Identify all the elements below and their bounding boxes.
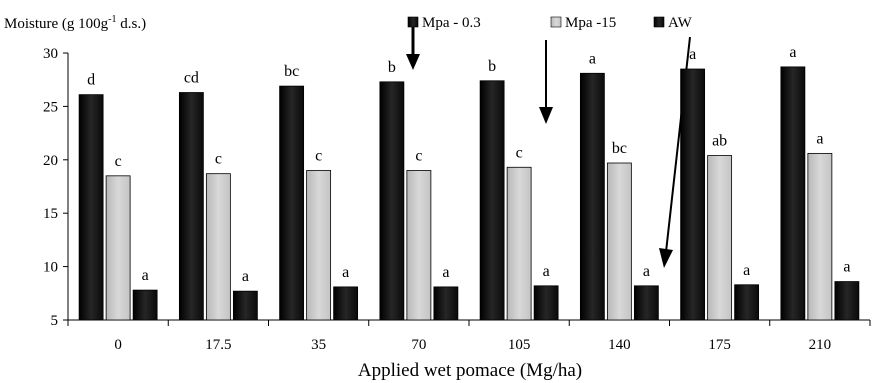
legend-label-mpa-15: Mpa -15: [565, 15, 616, 31]
y-tick-label: 20: [43, 153, 58, 169]
bar-aw-70: [433, 286, 459, 321]
bar-letter-label: cd: [184, 70, 199, 87]
bar-letter-label: a: [789, 44, 796, 61]
x-tick-label: 105: [508, 337, 531, 353]
x-tick-label: 175: [708, 337, 731, 353]
bar-mpa-0.3-35: [279, 85, 305, 321]
y-tick-label: 30: [43, 46, 58, 62]
bar-mpa-0.3-70: [379, 81, 405, 321]
bar-letter-label: c: [315, 147, 322, 164]
y-axis-title: Moisture (g 100g-1 d.s.): [4, 14, 146, 32]
x-tick-label: 210: [809, 337, 832, 353]
bar-letter-label: a: [843, 259, 850, 276]
bar-mpa-15-0: [105, 175, 131, 321]
x-tick-label: 140: [608, 337, 631, 353]
bar-letter-label: b: [388, 59, 396, 76]
bar-letter-label: a: [689, 46, 696, 63]
arrow-mpa-15: [539, 40, 553, 124]
plot-area: 51015202530dca0cdca17.5bcca35bca70bca105…: [43, 44, 871, 353]
legend-label-aw: AW: [668, 15, 693, 31]
bar-mpa-0.3-17.5: [178, 92, 204, 321]
bar-letter-label: a: [816, 130, 823, 147]
legend-arrows: [406, 27, 691, 268]
bar-letter-label: a: [589, 50, 596, 67]
bar-letter-label: a: [543, 263, 550, 280]
bar-letter-label: c: [415, 147, 422, 164]
bar-mpa-0.3-105: [479, 80, 505, 321]
legend-swatch-mpa-15: [550, 16, 562, 28]
arrow-mpa-0.3: [406, 27, 420, 70]
bar-aw-0: [132, 289, 158, 321]
bar-letter-label: c: [215, 151, 222, 168]
bar-letter-label: a: [142, 267, 149, 284]
bar-aw-105: [533, 285, 559, 321]
x-tick-label: 70: [411, 337, 426, 353]
bar-mpa-15-17.5: [205, 173, 231, 321]
legend-label-mpa-0.3: Mpa - 0.3: [422, 15, 481, 31]
bar-letter-label: bc: [284, 63, 299, 80]
bar-letter-label: bc: [612, 140, 627, 157]
bar-mpa-0.3-175: [680, 68, 706, 321]
bar-aw-35: [333, 286, 359, 321]
bar-letter-label: d: [87, 72, 95, 89]
bar-mpa-15-210: [807, 152, 833, 321]
bar-letter-label: a: [743, 262, 750, 279]
y-tick-label: 15: [43, 206, 58, 222]
bar-aw-210: [834, 281, 860, 321]
bar-letter-label: ab: [712, 133, 727, 150]
bar-mpa-15-105: [506, 166, 532, 321]
legend: Mpa - 0.3 Mpa -15 AW: [407, 15, 693, 31]
legend-swatch-mpa-0.3: [407, 16, 419, 28]
y-tick-label: 10: [43, 260, 58, 276]
x-tick-label: 17.5: [205, 337, 231, 353]
y-tick-label: 25: [43, 99, 58, 115]
bar-letter-label: a: [442, 264, 449, 281]
bar-mpa-0.3-0: [78, 94, 104, 321]
bar-aw-17.5: [232, 290, 258, 321]
bar-mpa-15-35: [306, 170, 332, 321]
bar-mpa-15-175: [707, 155, 733, 321]
bar-letter-label: a: [242, 268, 249, 285]
bar-mpa-0.3-140: [579, 72, 605, 321]
bar-mpa-0.3-210: [780, 66, 806, 321]
bar-mpa-15-70: [406, 170, 432, 321]
bar-letter-label: a: [643, 263, 650, 280]
x-tick-label: 0: [114, 337, 122, 353]
bar-aw-140: [633, 285, 659, 321]
bar-letter-label: c: [115, 153, 122, 170]
x-tick-label: 35: [311, 337, 326, 353]
bar-letter-label: c: [516, 144, 523, 161]
bar-aw-175: [734, 284, 760, 321]
bar-mpa-15-140: [606, 162, 632, 321]
bar-letter-label: b: [488, 58, 496, 75]
bar-letter-label: a: [342, 264, 349, 281]
y-tick-label: 5: [51, 313, 59, 329]
x-axis-title: Applied wet pomace (Mg/ha): [358, 360, 582, 381]
legend-swatch-aw: [653, 16, 665, 28]
